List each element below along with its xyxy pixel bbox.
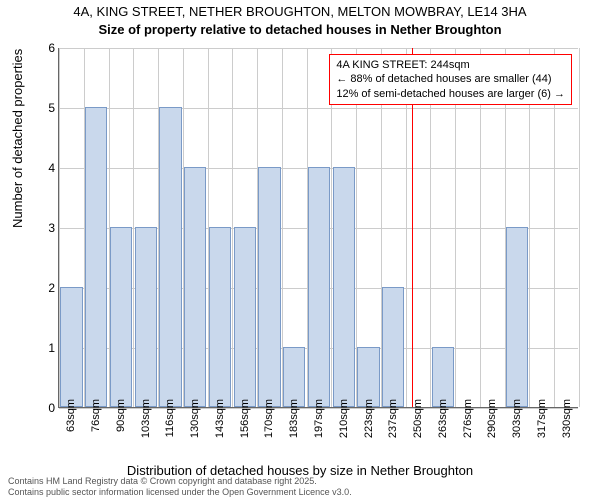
histogram-bar	[333, 167, 355, 407]
y-axis-label: Number of detached properties	[10, 49, 25, 228]
x-tick-label: 156sqm	[239, 399, 251, 438]
x-tick-label: 76sqm	[90, 399, 102, 432]
annotation-line-3: 12% of semi-detached houses are larger (…	[336, 87, 565, 101]
y-tick-label: 6	[37, 41, 55, 55]
y-tick-label: 1	[37, 341, 55, 355]
x-tick-label: 276sqm	[462, 399, 474, 438]
y-tick-label: 5	[37, 101, 55, 115]
histogram-bar	[308, 167, 330, 407]
histogram-bar	[60, 287, 82, 407]
histogram-bar	[85, 107, 107, 407]
histogram-bar	[234, 227, 256, 407]
x-tick-label: 130sqm	[189, 399, 201, 438]
y-tick-label: 3	[37, 221, 55, 235]
histogram-bar	[184, 167, 206, 407]
gridline-v	[579, 48, 580, 407]
x-tick-label: 223sqm	[363, 399, 375, 438]
plot-area: 012345663sqm76sqm90sqm103sqm116sqm130sqm…	[58, 48, 578, 408]
footer-attribution: Contains HM Land Registry data © Crown c…	[8, 476, 352, 498]
x-tick-label: 197sqm	[313, 399, 325, 438]
histogram-bar	[382, 287, 404, 407]
gridline-h	[59, 108, 578, 109]
histogram-bar	[209, 227, 231, 407]
x-tick-label: 103sqm	[140, 399, 152, 438]
histogram-bar	[258, 167, 280, 407]
annotation-line-2: ← 88% of detached houses are smaller (44…	[336, 72, 565, 86]
x-tick-label: 250sqm	[412, 399, 424, 438]
y-tick-label: 2	[37, 281, 55, 295]
x-tick-label: 143sqm	[214, 399, 226, 438]
x-tick-label: 183sqm	[288, 399, 300, 438]
x-tick-label: 63sqm	[65, 399, 77, 432]
x-tick-label: 90sqm	[115, 399, 127, 432]
x-tick-label: 170sqm	[263, 399, 275, 438]
x-tick-label: 330sqm	[561, 399, 573, 438]
x-tick-label: 210sqm	[338, 399, 350, 438]
histogram-bar	[283, 347, 305, 407]
x-tick-label: 303sqm	[511, 399, 523, 438]
y-tick-label: 4	[37, 161, 55, 175]
y-tick-label: 0	[37, 401, 55, 415]
chart-title-main: 4A, KING STREET, NETHER BROUGHTON, MELTO…	[0, 4, 600, 19]
footer-line-1: Contains HM Land Registry data © Crown c…	[8, 476, 352, 487]
x-tick-label: 317sqm	[536, 399, 548, 438]
gridline-h	[59, 48, 578, 49]
histogram-bar	[110, 227, 132, 407]
x-tick-label: 290sqm	[486, 399, 498, 438]
histogram-bar	[135, 227, 157, 407]
x-tick-label: 263sqm	[437, 399, 449, 438]
histogram-bar	[159, 107, 181, 407]
histogram-bar	[506, 227, 528, 407]
chart-title-sub: Size of property relative to detached ho…	[0, 22, 600, 37]
histogram-bar	[357, 347, 379, 407]
x-tick-label: 237sqm	[387, 399, 399, 438]
annotation-box: 4A KING STREET: 244sqm← 88% of detached …	[329, 54, 572, 105]
annotation-line-1: 4A KING STREET: 244sqm	[336, 58, 565, 72]
footer-line-2: Contains public sector information licen…	[8, 487, 352, 498]
histogram-bar	[432, 347, 454, 407]
x-tick-label: 116sqm	[164, 399, 176, 437]
chart-container: 4A, KING STREET, NETHER BROUGHTON, MELTO…	[0, 0, 600, 500]
